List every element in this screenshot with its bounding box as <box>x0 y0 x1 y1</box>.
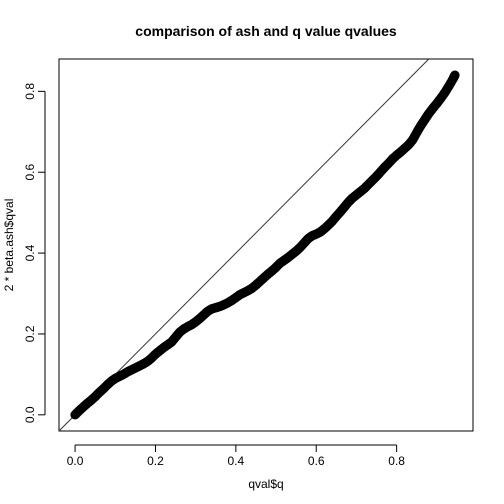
y-tick-label: 0.4 <box>23 244 37 261</box>
y-axis-label: 2 * beta.ash$qval <box>2 199 16 292</box>
data-point <box>450 70 460 80</box>
reference-line <box>58 58 430 432</box>
plot-frame <box>58 58 474 432</box>
x-tick-label: 0.6 <box>308 454 325 468</box>
y-tick-label: 0.6 <box>23 164 37 181</box>
reference-line-group <box>58 58 430 432</box>
x-tick-label: 0.0 <box>67 454 84 468</box>
data-points <box>70 70 460 420</box>
x-tick-label: 0.4 <box>228 454 245 468</box>
x-axis: 0.0 0.2 0.4 0.6 0.8 <box>67 444 405 468</box>
x-tick-label: 0.8 <box>388 454 405 468</box>
x-axis-label: qval$q <box>248 477 283 491</box>
y-tick-label: 0.8 <box>23 83 37 100</box>
y-tick-label: 0.0 <box>23 406 37 423</box>
chart-title: comparison of ash and q value qvalues <box>135 23 397 39</box>
y-axis: 0.0 0.2 0.4 0.6 0.8 <box>23 83 46 423</box>
y-tick-label: 0.2 <box>23 325 37 342</box>
x-tick-label: 0.2 <box>147 454 164 468</box>
